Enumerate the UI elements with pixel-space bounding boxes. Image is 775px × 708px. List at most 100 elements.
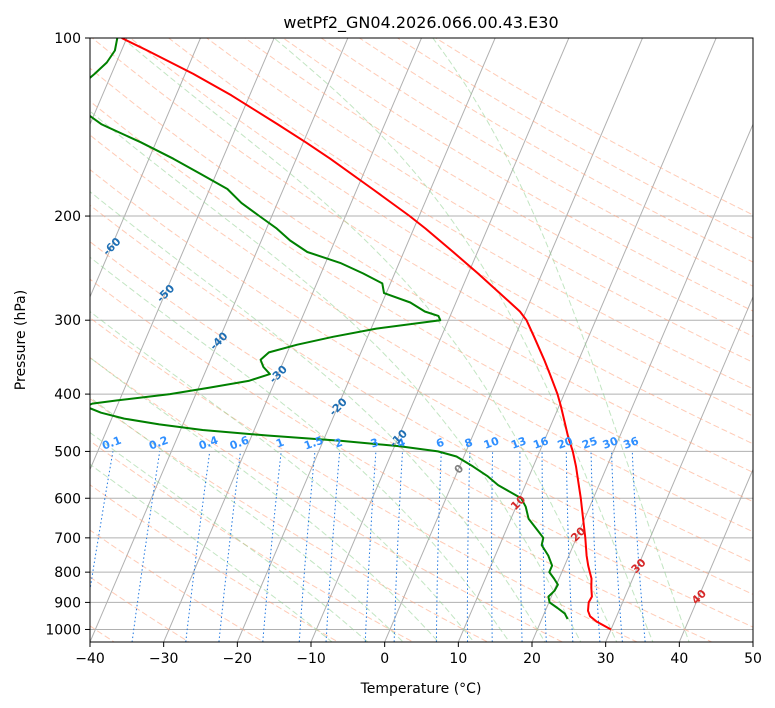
mixing-ratio-line: [435, 451, 442, 642]
isotherm-line: [384, 38, 644, 642]
moist-adiabat-line: [273, 38, 654, 642]
mixing-ratio-label: 2: [333, 436, 345, 451]
y-tick-label: 500: [54, 444, 81, 460]
dewpoint-line: [90, 38, 569, 620]
mixing-ratio-label: 0.6: [228, 434, 251, 453]
mixing-ratio-label: 0.2: [147, 434, 170, 453]
moist-adiabat-line: [90, 356, 440, 642]
mixing-ratio-line: [393, 451, 403, 642]
dry-adiabat-line: [90, 67, 753, 473]
background-lines: [90, 38, 753, 642]
x-axis-ticks: −40 −30 −20 −10 0 10 20 30 40 50: [75, 642, 762, 667]
x-tick-label: 10: [449, 651, 467, 667]
mixing-ratio-label: 0.4: [197, 434, 220, 453]
mixing-ratio-label: 3: [369, 436, 381, 451]
mixing-ratio-label: 36: [622, 434, 641, 452]
x-tick-label: −20: [223, 651, 253, 667]
mixing-ratio-label: 30: [601, 434, 620, 452]
mixing-ratio-label: 6: [434, 436, 446, 451]
x-tick-label: −30: [149, 651, 179, 667]
y-tick-label: 800: [54, 565, 81, 581]
dry-adiabat-line: [90, 169, 753, 564]
mixing-ratio-label: 13: [509, 434, 528, 451]
moist-adiabat-line: [90, 431, 369, 642]
mixing-ratio-line: [541, 451, 547, 642]
isotherm-line: [678, 468, 753, 642]
x-tick-label: 20: [523, 651, 541, 667]
dry-adiabat-line: [90, 278, 713, 642]
isotherm-line: [90, 38, 275, 471]
y-tick-label: 400: [54, 387, 81, 403]
mixing-ratio-label: 0.1: [100, 434, 123, 453]
x-tick-label: 30: [597, 651, 615, 667]
isotherm-line: [457, 38, 717, 642]
mixing-ratio-line: [466, 451, 471, 642]
y-tick-label: 700: [54, 531, 81, 547]
chart-title: wetPf2_GN04.2026.066.00.43.E30: [283, 13, 558, 33]
mixing-ratio-line: [218, 451, 241, 642]
temperature-line: [121, 38, 612, 631]
moist-adiabat-line: [90, 463, 333, 642]
mixing-ratio-line: [262, 451, 282, 642]
mixing-ratio-line: [491, 451, 494, 642]
y-axis-label: Pressure (hPa): [13, 290, 29, 390]
dry-adiabat-line: [130, 38, 753, 417]
y-axis-ticks: 100 200 300 400 500 600 700 800 900 1000: [45, 31, 90, 638]
mixing-ratio-line: [298, 451, 316, 642]
moist-adiabat-line: [121, 38, 618, 642]
mixing-ratio-line: [565, 451, 574, 642]
mixing-ratio-label: 20: [556, 434, 575, 452]
y-tick-label: 600: [54, 491, 81, 507]
x-tick-label: 40: [670, 651, 688, 667]
x-axis-label: Temperature (°C): [360, 681, 482, 697]
dry-adiabat-line: [90, 357, 564, 642]
sounding-profiles: [90, 38, 612, 631]
dry-adiabat-line: [90, 484, 340, 642]
moist-adiabat-line: [90, 396, 404, 642]
mixing-ratio-line: [364, 451, 377, 642]
mixing-ratio-line: [185, 451, 211, 642]
isotherm-line: [236, 38, 496, 642]
mixing-ratio-line: [590, 451, 601, 642]
dry-adiabat-line: [90, 204, 753, 595]
y-tick-label: 1000: [45, 622, 81, 638]
isotherm-line: [163, 38, 423, 642]
dry-adiabat-line: [90, 317, 639, 642]
mixing-ratio-label: 10: [482, 434, 501, 452]
moist-adiabat-line: [432, 38, 690, 642]
y-tick-label: 100: [54, 31, 81, 47]
dry-adiabat-line: [206, 38, 753, 363]
mixing-ratio-label: 4: [395, 436, 407, 451]
x-tick-label: 0: [380, 651, 389, 667]
mixing-ratio-label: 1.5: [302, 434, 325, 453]
isotherm-line: [90, 38, 349, 642]
dry-adiabat-line: [90, 529, 265, 642]
isotherm-line: [310, 38, 570, 642]
isotherm-line: [90, 38, 202, 299]
mixing-ratio-label: 1: [274, 436, 286, 451]
moist-adiabat-line: [90, 256, 510, 642]
moist-adiabat-line: [90, 191, 546, 642]
x-tick-label: 50: [744, 651, 762, 667]
mixing-ratio-label: 25: [580, 434, 599, 451]
moist-adiabat-line: [90, 310, 475, 642]
mixing-ratio-line: [131, 451, 161, 642]
mixing-ratio-line: [631, 451, 646, 642]
mixing-ratio-label: 16: [531, 434, 550, 452]
x-tick-label: −40: [75, 651, 105, 667]
y-tick-label: 300: [54, 313, 81, 329]
mixing-ratio-line: [519, 451, 523, 642]
dry-adiabat-line: [90, 398, 489, 642]
mixing-ratio-label: 8: [463, 436, 475, 451]
isotherm-line: [605, 295, 753, 642]
dry-adiabat-line: [90, 241, 753, 628]
dry-adiabat-line: [244, 38, 753, 337]
moist-adiabat-line: [90, 110, 582, 642]
dry-adiabat-line: [90, 134, 753, 533]
x-tick-label: −10: [296, 651, 326, 667]
plot-frame: [89, 37, 754, 643]
y-tick-label: 200: [54, 209, 81, 225]
mixing-ratio-line: [611, 451, 623, 642]
